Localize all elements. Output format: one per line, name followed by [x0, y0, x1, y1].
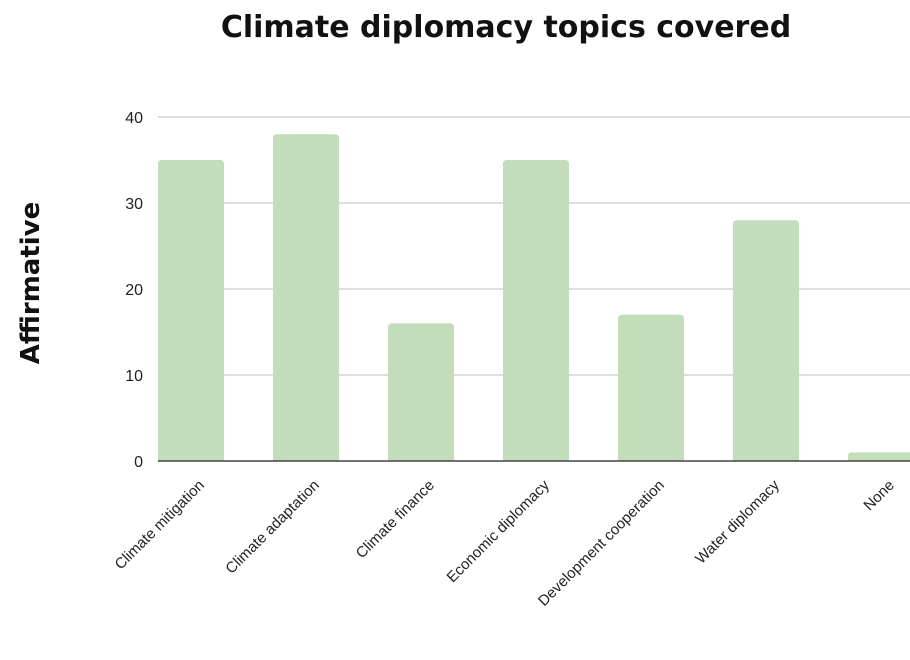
bar-4: [618, 315, 684, 461]
y-tick-label-30: 30: [125, 196, 143, 213]
y-tick-label-40: 40: [125, 110, 143, 127]
bar-1: [273, 134, 339, 461]
bar-3: [503, 160, 569, 461]
bar-5: [733, 220, 799, 461]
x-tick-label-0: Climate mitigation: [112, 477, 208, 573]
x-tick-label-5: Water diplomacy: [692, 476, 783, 567]
y-tick-label-10: 10: [125, 368, 143, 385]
y-tick-label-20: 20: [125, 282, 143, 299]
x-tick-label-6: None: [860, 477, 897, 514]
y-tick-label-0: 0: [134, 454, 143, 471]
x-tick-label-1: Climate adaptation: [222, 477, 322, 577]
x-tick-label-3: Economic diplomacy: [444, 476, 554, 586]
bar-2: [388, 323, 454, 461]
x-tick-label-4: Development cooperation: [535, 477, 668, 610]
bar-0: [158, 160, 224, 461]
bar-6: [848, 452, 910, 461]
x-tick-label-2: Climate finance: [353, 477, 438, 562]
